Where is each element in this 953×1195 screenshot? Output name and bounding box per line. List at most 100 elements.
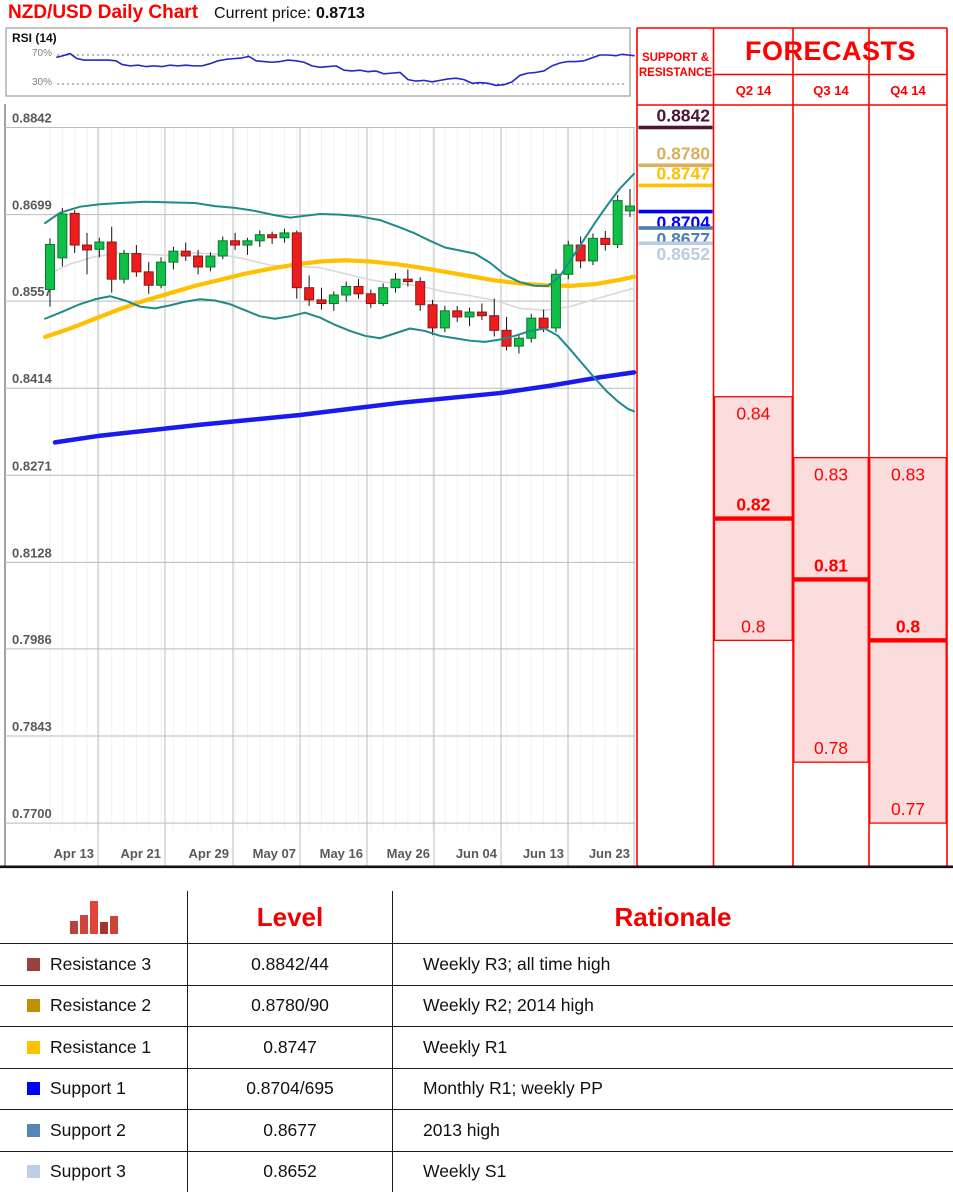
level-row: Resistance 3 0.8842/44 Weekly R3; all time… — [0, 943, 953, 985]
candle-down — [600, 237, 611, 245]
y-axis-tick: 0.8699 — [12, 198, 52, 213]
candle-down — [267, 234, 278, 239]
forecast-point-label: 0.82 — [736, 495, 770, 515]
candle-down — [82, 244, 93, 251]
candle-up — [439, 310, 450, 329]
candle-up — [587, 237, 598, 262]
candle-down — [69, 212, 80, 246]
candle-up — [242, 240, 253, 246]
level-value: 0.8652 — [188, 1151, 393, 1192]
level-value: 0.8780/90 — [188, 985, 393, 1026]
level-value: 0.8842/44 — [188, 944, 393, 985]
candle-down — [353, 285, 364, 295]
current-price-value: 0.8713 — [315, 5, 365, 22]
forecast-point-label: 0.81 — [814, 555, 848, 575]
y-axis-tick: 0.8128 — [12, 545, 52, 560]
level-rationale: Weekly R2; 2014 high — [423, 995, 594, 1016]
forecast-low-label: 0.77 — [891, 799, 925, 819]
candle-down — [402, 278, 413, 283]
level-row: Support 3 0.8652 Weekly S1 — [0, 1150, 953, 1192]
sr-level-line — [638, 209, 713, 214]
candle-down — [131, 253, 142, 273]
level-name: Support 1 — [50, 1078, 126, 1099]
level-color-chip — [27, 957, 40, 971]
candle-down — [304, 287, 315, 301]
sr-level-label: 0.8842 — [656, 106, 710, 126]
candle-down — [415, 281, 426, 306]
forecast-range-box — [793, 456, 869, 763]
candle-up — [328, 294, 339, 305]
candle-up — [119, 253, 130, 280]
level-value: 0.8704/695 — [188, 1068, 393, 1109]
forecast-point-line — [869, 638, 947, 643]
candle-down — [476, 311, 487, 317]
candle-down — [291, 232, 302, 289]
level-value: 0.8677 — [188, 1110, 393, 1151]
candle-down — [316, 299, 327, 305]
level-row: Resistance 2 0.8780/90 Weekly R2; 2014 hig… — [0, 984, 953, 1026]
candle-down — [180, 250, 191, 257]
y-axis-tick: 0.7986 — [12, 632, 52, 647]
level-color-chip — [27, 1165, 40, 1179]
candle-up — [279, 232, 290, 239]
level-color-chip — [27, 1082, 40, 1096]
level-rationale: Weekly S1 — [423, 1161, 507, 1182]
column-header-level: Level — [188, 891, 393, 943]
level-rationale: Monthly R1; weekly PP — [423, 1078, 603, 1099]
sr-level-line — [638, 183, 713, 188]
forecast-point-label: 0.8 — [896, 616, 921, 636]
x-axis-date: Jun 23 — [589, 846, 630, 861]
forecast-high-label: 0.83 — [891, 465, 925, 485]
candle-down — [230, 240, 241, 246]
levels-table: Level Rationale Resistance 3 0.8842/44 Wee… — [0, 891, 953, 1192]
candle-up — [624, 205, 635, 212]
candle-up — [526, 317, 537, 339]
sr-level-label: 0.8652 — [656, 244, 710, 264]
candle-down — [193, 255, 204, 268]
y-axis-tick: 0.8842 — [12, 111, 52, 126]
level-row: Resistance 1 0.8747 Weekly R1 — [0, 1026, 953, 1068]
level-rationale: 2013 high — [423, 1119, 500, 1140]
sr-level-line — [638, 226, 713, 230]
level-name: Resistance 3 — [50, 953, 152, 974]
x-axis-date: Apr 21 — [121, 846, 161, 861]
candle-up — [205, 255, 216, 268]
level-rationale: Weekly R3; all time high — [423, 953, 611, 974]
forecast-high-label: 0.83 — [814, 465, 848, 485]
candle-down — [427, 304, 438, 329]
level-color-chip — [27, 1123, 40, 1137]
sr-level-line — [638, 163, 713, 168]
candle-down — [575, 244, 586, 262]
x-axis-date: Jun 13 — [523, 846, 564, 861]
x-axis-date: May 07 — [253, 846, 296, 861]
page-title: NZD/USD Daily Chart — [8, 2, 199, 23]
bollinger-lower-line — [44, 295, 635, 413]
sr-level-label: 0.8780 — [656, 143, 710, 163]
candle-down — [143, 271, 154, 286]
candle-up — [217, 240, 228, 257]
level-name: Support 3 — [50, 1161, 126, 1182]
candle-up — [563, 244, 574, 275]
forecast-point-line — [793, 577, 869, 582]
level-row: Support 1 0.8704/695 Monthly R1; weekly PP — [0, 1067, 953, 1109]
bollinger-upper-line — [44, 172, 635, 287]
y-axis-tick: 0.8414 — [12, 371, 53, 386]
level-color-chip — [27, 999, 40, 1013]
moving-average-200-line — [52, 370, 637, 445]
bollinger-mid-line — [44, 252, 635, 312]
candle-up — [254, 234, 265, 242]
level-name: Support 2 — [50, 1119, 126, 1140]
candle-up — [612, 200, 623, 245]
levels-table-header: Level Rationale — [0, 891, 953, 943]
candle-down — [365, 293, 376, 305]
forecast-high-label: 0.84 — [736, 404, 770, 424]
candlestick-chart: 0.8842 0.8699 0.8557 0.8414 0.8271 0.8128 0.79… — [0, 27, 953, 869]
levels-table-rows: Resistance 3 0.8842/44 Weekly R3; all time… — [0, 943, 953, 1192]
candle-up — [45, 243, 55, 291]
y-axis-tick: 0.8557 — [12, 284, 52, 299]
y-axis-tick: 0.7843 — [12, 719, 52, 734]
candle-up — [156, 261, 167, 286]
candle-up — [550, 273, 561, 329]
candle-down — [452, 310, 463, 318]
forecast-point-line — [714, 516, 793, 521]
